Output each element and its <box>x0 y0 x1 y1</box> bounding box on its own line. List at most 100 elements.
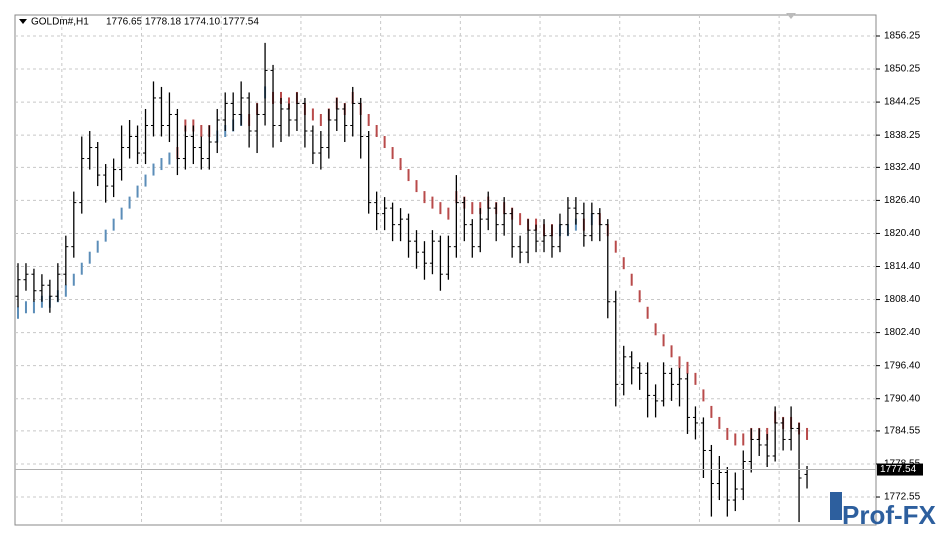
ohlc-bar <box>174 108 180 176</box>
y-tick-label: 1856.25 <box>884 31 921 42</box>
ohlc-bar <box>533 224 539 253</box>
ohlc-bar <box>358 97 364 159</box>
ohlc-bar <box>493 202 499 242</box>
ohlc-bar <box>47 279 53 313</box>
ohlc-bar <box>310 125 316 165</box>
y-tick-label: 1838.25 <box>884 130 921 141</box>
plot-frame <box>14 14 877 526</box>
ohlc-bar <box>509 208 515 258</box>
y-tick-label: 1784.55 <box>884 426 921 437</box>
ohlc-bar <box>653 384 659 418</box>
ohlc-bar <box>469 219 475 258</box>
ohlc-bar <box>485 191 491 231</box>
ohlc-bar <box>326 108 332 159</box>
ohlc-bar <box>621 345 627 396</box>
y-tick-label: 1796.40 <box>884 360 921 371</box>
ohlc-bar <box>350 86 356 137</box>
ohlc-bar <box>740 450 746 501</box>
ohlc-bar <box>581 202 587 247</box>
ohlc-bar <box>318 131 324 170</box>
symbol-label: GOLDm#,H1 <box>31 17 89 28</box>
ohlc-bar <box>334 97 340 132</box>
ohlc-bar <box>780 417 786 451</box>
y-tick-label: 1850.25 <box>884 64 921 75</box>
ohlc-bar <box>748 428 754 473</box>
ohlc-bar <box>103 164 109 203</box>
ohlc-bar <box>708 444 714 517</box>
ohlc-bar <box>238 81 244 126</box>
ohlc-bar <box>788 406 794 451</box>
ohlc-bar <box>716 455 722 501</box>
ohlc-bar <box>764 433 770 467</box>
ohlc-bar <box>135 125 141 165</box>
logo-icon <box>830 492 842 520</box>
current-price-label: 1777.54 <box>880 464 917 475</box>
ohlc-bar <box>63 235 69 286</box>
y-tick-label: 1832.40 <box>884 162 921 173</box>
ohlc-bar <box>286 103 292 137</box>
ohlc-bar <box>150 81 156 137</box>
ohlc-bar <box>206 125 212 170</box>
ohlc-bar <box>677 367 683 407</box>
ohlc-bar <box>87 131 93 170</box>
ohlc-bar <box>453 175 459 258</box>
ohlc-bar <box>23 263 29 291</box>
ohlc-bar <box>182 125 188 170</box>
ohlc-bar <box>390 202 396 242</box>
ohlc-bar <box>398 208 404 242</box>
shift-marker <box>786 13 796 19</box>
ohlc-bar <box>525 219 531 264</box>
ohlc-bar <box>79 136 85 214</box>
ohlc-bar <box>270 64 276 148</box>
ohlc-bar <box>366 131 372 214</box>
ohlc-bar <box>406 213 412 258</box>
y-tick-label: 1790.40 <box>884 393 921 404</box>
ohlc-bar <box>732 472 738 512</box>
ohlc-bar <box>637 362 643 390</box>
y-tick-label: 1820.40 <box>884 228 921 239</box>
y-tick-label: 1808.40 <box>884 294 921 305</box>
y-tick-label: 1772.55 <box>884 492 921 503</box>
ohlc-bar <box>605 219 611 319</box>
ohlc-bar <box>613 290 619 407</box>
ohlc-bar <box>190 125 196 165</box>
ohlc-bar <box>557 213 563 253</box>
ohlc-bar <box>302 97 308 148</box>
y-tick-label: 1844.25 <box>884 97 921 108</box>
ohlc-bar <box>230 92 236 132</box>
ohlc-bar <box>31 268 37 302</box>
ohlc-bar <box>445 235 451 280</box>
ohlc-bar <box>597 208 603 242</box>
logo: Prof-FX <box>830 492 937 530</box>
ohlc-bar <box>692 406 698 440</box>
ohlc-bar <box>724 466 730 517</box>
ohlc-bar <box>262 42 268 126</box>
ohlc-bar <box>517 235 523 264</box>
ohlc-bar <box>143 108 149 165</box>
ohlc-bar <box>461 197 467 242</box>
ohlc-bar <box>246 92 252 148</box>
ohlc-bar <box>700 417 706 479</box>
ohlc-bar <box>71 191 77 258</box>
ohlc-bar <box>669 367 675 401</box>
ohlc-bar <box>254 103 260 154</box>
logo-text: Prof-FX <box>842 500 937 530</box>
ohlc-bar <box>414 230 419 269</box>
ohlc-bar <box>55 263 61 302</box>
ohlc-bar <box>501 197 507 236</box>
y-tick-label: 1802.40 <box>884 327 921 338</box>
ohlc-bar <box>278 97 284 143</box>
ohlc-bar <box>429 230 435 275</box>
menu-arrow[interactable] <box>19 19 27 24</box>
ohlc-bar <box>661 362 667 407</box>
ohlc-bar <box>119 125 125 181</box>
ohlc-bar <box>772 406 778 462</box>
ohlc-bar <box>629 351 635 385</box>
ohlc-bar <box>565 197 571 236</box>
ohlc-bar <box>437 235 443 291</box>
ohlc-bar <box>374 191 380 231</box>
ohlc-bar <box>95 142 101 187</box>
ohlc-bar <box>111 158 117 198</box>
